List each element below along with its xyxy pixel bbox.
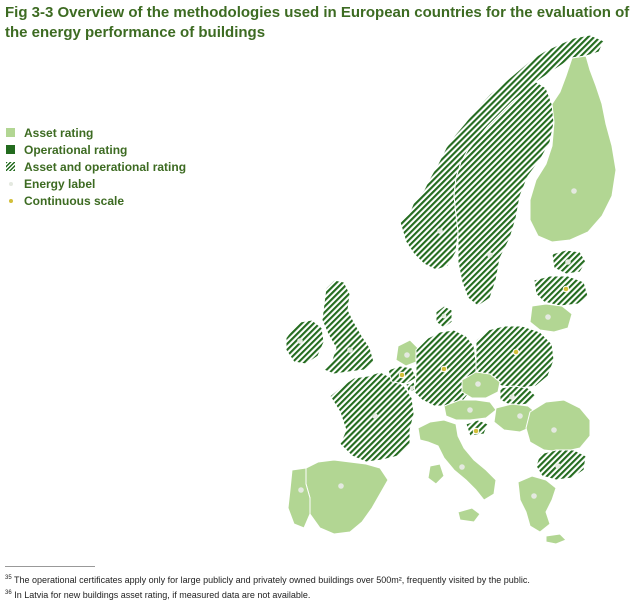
legend-label-both: Asset and operational rating	[24, 159, 187, 174]
country-lithuania	[529, 303, 573, 333]
marker-poland	[512, 348, 520, 356]
country-greece	[517, 475, 567, 545]
legend-label-continuous: Continuous scale	[24, 193, 125, 208]
legend-item-operational: Operational rating	[6, 141, 186, 158]
legend-item-both: Asset and operational rating	[6, 158, 186, 175]
marker-slovakia	[509, 394, 515, 400]
marker-hungary	[517, 413, 523, 419]
footnote-36: 36 In Latvia for new buildings asset rat…	[5, 587, 635, 602]
footnotes: 35 The operational certificates apply on…	[5, 572, 635, 602]
marker-finland	[571, 188, 577, 194]
country-czech-republic	[461, 371, 501, 399]
marker-greece	[531, 493, 537, 499]
footnote-text: In Latvia for new buildings asset rating…	[14, 590, 311, 600]
country-ireland	[285, 319, 325, 365]
legend-swatch-continuous	[6, 196, 15, 205]
marker-france	[372, 413, 378, 419]
country-bulgaria	[535, 449, 587, 481]
marker-germany	[440, 365, 448, 373]
marker-norway	[437, 228, 443, 234]
country-finland	[529, 55, 617, 243]
figure-title: Fig 3-3 Overview of the methodologies us…	[5, 4, 630, 41]
marker-spain	[338, 483, 344, 489]
marker-sweden	[487, 252, 493, 258]
country-slovakia	[499, 385, 537, 407]
country-united-kingdom	[321, 279, 375, 375]
footnote-number: 35	[5, 575, 12, 581]
legend-swatch-both	[6, 162, 15, 171]
legend-swatch-asset	[6, 128, 15, 137]
marker-belgium	[398, 371, 406, 379]
marker-luxembourg	[409, 385, 415, 391]
marker-denmark	[441, 313, 447, 319]
marker-bulgaria	[555, 463, 561, 469]
marker-united-kingdom	[347, 347, 353, 353]
footnote-35: 35 The operational certificates apply on…	[5, 572, 635, 587]
marker-romania	[551, 427, 557, 433]
legend-label-asset: Asset rating	[24, 125, 94, 140]
country-france	[329, 371, 415, 463]
footnote-divider	[5, 566, 95, 567]
marker-ireland	[297, 338, 303, 344]
legend-item-energy-label: Energy label	[6, 175, 186, 192]
legend-item-continuous: Continuous scale	[6, 192, 186, 209]
map-legend: Asset rating Operational rating Asset an…	[6, 124, 186, 209]
legend-label-operational: Operational rating	[24, 142, 128, 157]
marker-latvia	[562, 285, 570, 293]
legend-label-energy-label: Energy label	[24, 176, 96, 191]
marker-estonia	[565, 259, 571, 265]
marker-austria	[467, 407, 473, 413]
country-italy	[417, 419, 497, 523]
legend-item-asset: Asset rating	[6, 124, 186, 141]
marker-portugal	[298, 487, 304, 493]
marker-netherlands	[404, 352, 410, 358]
legend-swatch-operational	[6, 145, 15, 154]
country-romania	[525, 399, 591, 453]
footnote-number: 36	[5, 590, 12, 596]
country-sweden	[453, 81, 555, 307]
country-latvia	[533, 275, 589, 307]
country-portugal	[287, 467, 311, 529]
country-spain	[305, 459, 389, 535]
legend-swatch-energy-label	[6, 179, 15, 188]
marker-lithuania	[545, 314, 551, 320]
marker-slovenia	[472, 427, 480, 435]
marker-italy	[459, 464, 465, 470]
marker-czech-republic	[475, 381, 481, 387]
marker-layer	[297, 188, 577, 499]
footnote-text: The operational certificates apply only …	[14, 575, 530, 585]
